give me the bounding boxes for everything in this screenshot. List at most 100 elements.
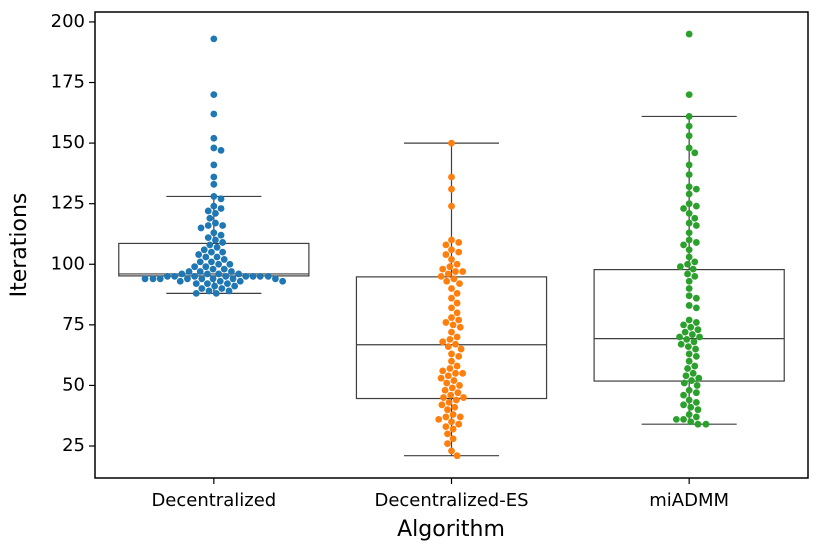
swarm-point (236, 277, 244, 285)
swarm-point (692, 304, 700, 312)
swarm-point (204, 207, 212, 215)
x-axis-label: Algorithm (397, 517, 505, 542)
swarm-point (459, 369, 467, 377)
swarm-point (689, 369, 697, 377)
swarm-point (206, 241, 214, 249)
swarm-point (202, 253, 210, 261)
swarm-point (256, 272, 264, 280)
swarm-point (690, 338, 698, 346)
swarm-point (213, 253, 221, 261)
swarm-point (437, 374, 445, 382)
swarm-point (685, 302, 693, 309)
swarm-point (685, 411, 693, 418)
y-tick-label: 50 (62, 374, 85, 395)
swarm-point (695, 374, 703, 382)
swarm-point (217, 205, 225, 212)
swarm-point (235, 270, 243, 278)
swarm-point (222, 272, 230, 280)
swarm-point (444, 343, 452, 351)
swarm-point (444, 440, 451, 447)
swarm-point (685, 357, 693, 365)
swarm-point (210, 91, 218, 99)
swarm-point (692, 352, 700, 360)
swarm-point (685, 183, 693, 191)
swarm-point (702, 420, 710, 428)
swarm-point (192, 289, 200, 297)
swarm-point (685, 285, 693, 292)
swarm-point (448, 328, 455, 336)
swarm-point (685, 209, 693, 217)
swarm-point (435, 415, 443, 423)
swarm-point (204, 222, 212, 229)
swarm-point (215, 260, 223, 268)
swarm-point (448, 236, 455, 244)
swarm-point (228, 268, 235, 275)
swarm-point (210, 110, 218, 118)
swarm-point (448, 285, 455, 292)
swarm-point (178, 270, 186, 278)
swarm-point (685, 253, 693, 261)
swarm-point (455, 420, 463, 428)
swarm-point (449, 425, 457, 433)
swarm-point (684, 270, 691, 278)
swarm-point (450, 275, 458, 283)
swarm-point (691, 272, 699, 280)
swarm-point (204, 234, 212, 242)
swarm-point (683, 335, 691, 343)
swarm-point (448, 304, 455, 312)
swarm-point (443, 379, 451, 387)
swarm-point (205, 287, 213, 295)
swarm-point (210, 161, 218, 169)
swarm-point (171, 272, 179, 280)
x-tick-label: Decentralized (151, 490, 276, 511)
swarm-point (449, 435, 457, 443)
swarm-point (696, 333, 703, 341)
swarm-point (442, 251, 450, 258)
swarm-point (217, 231, 225, 239)
swarm-point (453, 333, 461, 341)
swarm-point (446, 365, 454, 372)
swarm-point (220, 256, 228, 263)
plot-frame (94, 11, 809, 479)
swarm-point (452, 340, 459, 348)
swarm-point (198, 285, 206, 292)
swarm-point (210, 35, 218, 43)
swarm-point (685, 200, 693, 208)
swarm-point (198, 275, 206, 283)
swarm-point (149, 275, 157, 283)
swarm-point (196, 258, 204, 266)
y-tick-label: 25 (62, 435, 85, 456)
swarm-point (212, 219, 219, 227)
swarm-point (210, 180, 218, 188)
swarm-point (226, 260, 234, 268)
swarm-point (442, 319, 450, 326)
swarm-point (210, 144, 218, 152)
swarm-point (197, 224, 205, 232)
swarm-point (680, 321, 687, 329)
swarm-point (448, 185, 455, 193)
swarm-point (206, 214, 214, 222)
swarm-point (685, 122, 693, 130)
swarm-point (229, 275, 237, 283)
swarm-point (211, 282, 219, 290)
swarm-point (688, 331, 696, 338)
swarm-point (444, 406, 451, 414)
swarm-point (215, 270, 223, 278)
swarm-point (685, 396, 693, 404)
swarm-point (210, 202, 218, 210)
swarm-point (448, 447, 455, 455)
swarm-point (231, 282, 239, 290)
swarm-point (449, 411, 457, 418)
swarm-point (685, 229, 693, 237)
swarm-point (212, 209, 219, 217)
swarm-point (453, 299, 461, 307)
swarm-point (448, 314, 455, 321)
swarm-point (680, 379, 688, 387)
swarm-point (685, 190, 693, 198)
y-tick-label: 100 (51, 253, 85, 274)
swarm-point (456, 382, 463, 389)
swarm-point (442, 241, 450, 249)
x-tick-label: Decentralized-ES (374, 490, 528, 511)
swarm-point (210, 193, 218, 200)
